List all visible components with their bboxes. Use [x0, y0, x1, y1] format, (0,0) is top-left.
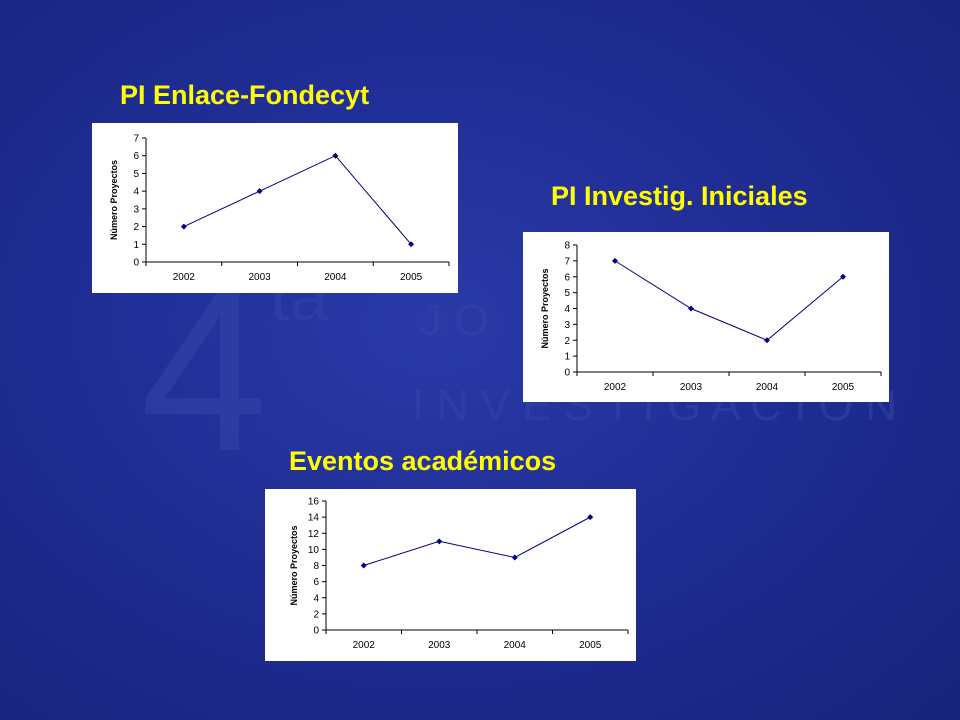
data-point [180, 223, 187, 230]
y-tick-label: 6 [313, 577, 319, 588]
y-tick-label: 5 [133, 169, 139, 180]
y-tick-label: 3 [133, 204, 139, 215]
x-tick-label: 2005 [400, 272, 423, 283]
y-axis-label: Número Proyectos [289, 525, 299, 605]
y-tick-label: 16 [308, 497, 320, 508]
chart-title-enlace-fondecyt: PI Enlace-Fondecyt [120, 80, 370, 110]
x-tick-label: 2004 [756, 382, 779, 393]
y-tick-label: 2 [564, 336, 570, 347]
y-tick-label: 4 [564, 304, 570, 315]
chart-eventos-academicos: 0 2 4 6 8 10 12 14 16 2002 2003 2004 2005 Número Proy… [289, 497, 629, 651]
series-line [363, 516, 591, 566]
data-point [436, 538, 443, 545]
y-tick-label: 0 [564, 368, 570, 379]
y-tick-label: 5 [564, 288, 570, 299]
y-tick-label: 0 [133, 258, 139, 269]
chart-enlace-fondecyt: 0 1 2 3 4 5 6 7 2002 2003 2004 2005 Número Proyectos [109, 134, 450, 283]
data-point [360, 562, 367, 569]
y-tick-label: 3 [564, 320, 570, 331]
x-tick-label: 2002 [353, 640, 376, 651]
data-point [587, 514, 594, 521]
chart-title-investig-iniciales: PI Investig. Iniciales [551, 181, 808, 211]
x-tick-label: 2003 [428, 640, 451, 651]
data-point [840, 273, 846, 280]
x-tick-label: 2004 [324, 272, 347, 283]
y-tick-label: 7 [564, 256, 570, 267]
watermark-line1: J O [420, 296, 488, 345]
y-tick-label: 2 [313, 609, 319, 620]
x-tick-label: 2005 [579, 640, 602, 651]
data-point [256, 188, 263, 195]
x-tick-label: 2004 [504, 640, 527, 651]
chart-panel-enlace-fondecyt: 0 1 2 3 4 5 6 7 2002 2003 2004 2005 Número Proyectos [92, 123, 458, 293]
chart-panel-eventos-academicos: 0 2 4 6 8 10 12 14 16 2002 2003 2004 2005 Número Proy… [265, 489, 636, 661]
x-tick-label: 2003 [680, 382, 703, 393]
y-tick-label: 8 [564, 241, 570, 252]
y-tick-label: 1 [564, 352, 570, 363]
x-tick-label: 2002 [173, 272, 196, 283]
chart-panel-investig-iniciales: 0 1 2 3 4 5 6 7 8 2002 2003 2004 2005 Número Proyecto… [523, 232, 889, 402]
series-line [614, 260, 844, 341]
chart-investig-iniciales: 0 1 2 3 4 5 6 7 8 2002 2003 2004 2005 Número Proyecto… [540, 241, 882, 393]
y-tick-label: 12 [308, 529, 320, 540]
data-point [612, 257, 618, 264]
y-tick-label: 6 [564, 272, 570, 283]
y-tick-label: 10 [308, 545, 320, 556]
y-tick-label: 8 [313, 561, 319, 572]
x-tick-label: 2005 [832, 382, 855, 393]
data-point [688, 305, 694, 312]
y-tick-label: 6 [133, 151, 139, 162]
chart-title-eventos-academicos: Eventos académicos [289, 446, 557, 476]
y-tick-label: 4 [133, 187, 139, 198]
data-point [764, 337, 770, 344]
data-point [511, 554, 518, 561]
y-axis-label: Número Proyectos [109, 160, 119, 240]
y-tick-label: 1 [133, 240, 139, 251]
x-tick-label: 2002 [604, 382, 627, 393]
data-point [332, 152, 339, 159]
y-axis-label: Número Proyectos [540, 268, 550, 348]
series-line [183, 155, 412, 245]
y-tick-label: 7 [133, 134, 139, 145]
data-point [408, 241, 415, 248]
y-tick-label: 0 [313, 626, 319, 637]
x-tick-label: 2003 [249, 272, 272, 283]
y-tick-label: 14 [308, 513, 320, 524]
y-tick-label: 2 [133, 222, 139, 233]
y-tick-label: 4 [313, 593, 319, 604]
